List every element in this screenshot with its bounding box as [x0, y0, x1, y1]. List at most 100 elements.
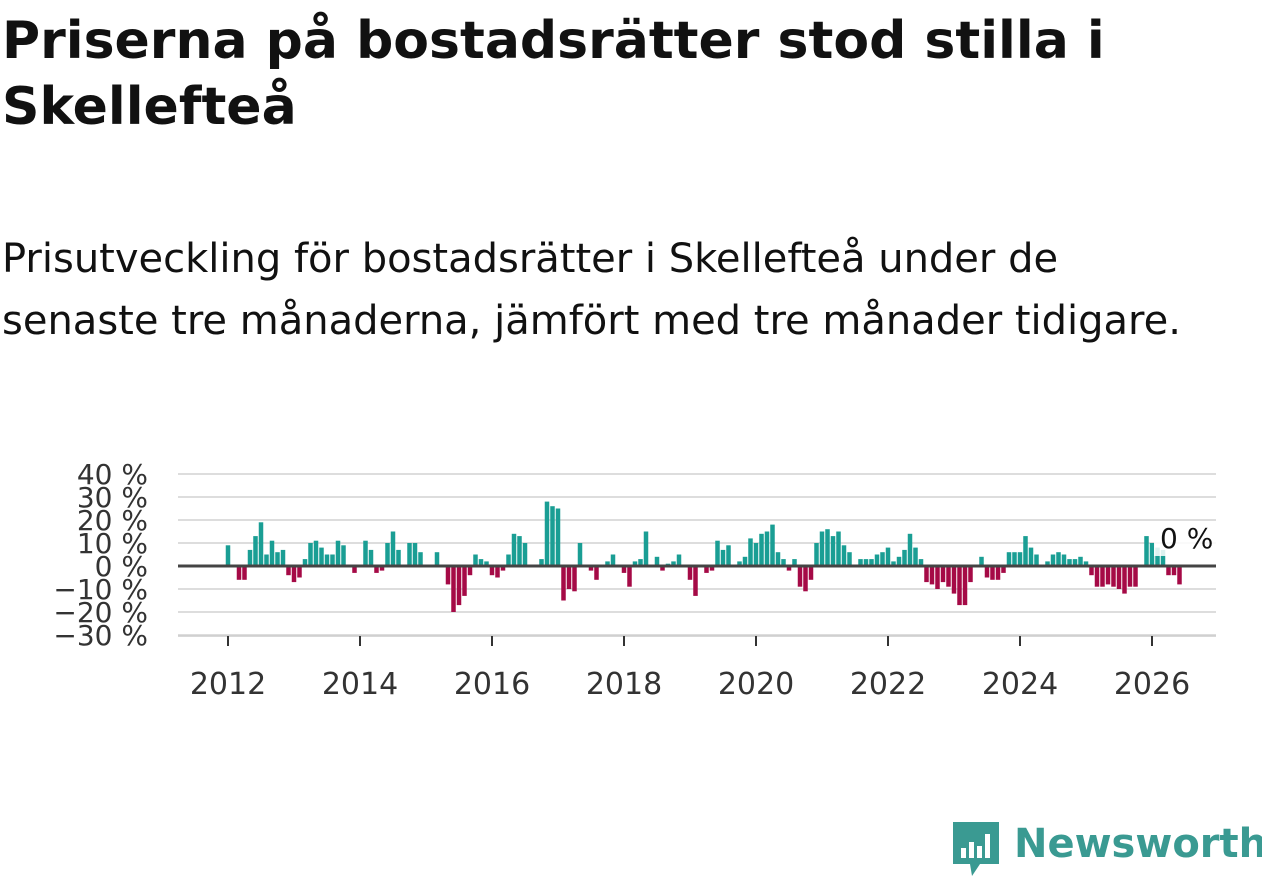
bar	[918, 559, 924, 566]
x-tick-label: 2016	[454, 667, 530, 702]
bar	[643, 531, 649, 566]
bar	[286, 566, 291, 576]
bar	[1155, 547, 1160, 566]
bar	[869, 559, 874, 566]
bar	[269, 540, 275, 566]
x-tick-label: 2020	[718, 667, 794, 702]
bar	[660, 566, 665, 571]
bar	[1006, 552, 1012, 566]
bar	[511, 533, 517, 566]
bar	[803, 566, 808, 592]
bar	[1094, 566, 1100, 587]
bar	[291, 566, 297, 583]
bar	[1061, 554, 1067, 566]
bar	[407, 543, 412, 566]
bar	[451, 566, 456, 612]
bar	[456, 566, 462, 606]
bar	[1078, 556, 1083, 566]
bar	[247, 549, 253, 566]
bar	[577, 543, 583, 566]
bar	[1166, 566, 1171, 576]
x-tick-label: 2014	[322, 667, 398, 702]
bar	[467, 566, 473, 576]
bar	[858, 559, 863, 566]
newsworthy-logo: Newsworthy	[950, 818, 1262, 880]
bar	[1127, 566, 1133, 587]
bar	[924, 566, 929, 583]
x-axis: 2012 2014 2016 2018 2020 2022 2024 2026	[178, 635, 1216, 702]
bar	[522, 543, 528, 566]
annotation: 0 %	[1154, 522, 1222, 556]
bar	[1012, 552, 1017, 566]
bar	[341, 545, 346, 566]
bar	[1100, 566, 1105, 587]
annotation-label: 0 %	[1160, 522, 1213, 555]
bar-chart: −30 %−20 %−10 %0 %10 %20 %30 %40 % 2012 2…	[53, 458, 1222, 702]
bar	[913, 547, 918, 566]
bar	[605, 561, 610, 566]
bar	[1056, 552, 1061, 566]
bar	[319, 547, 324, 566]
bar	[588, 566, 594, 571]
bar	[572, 566, 577, 592]
bar	[896, 556, 902, 566]
bar	[720, 549, 726, 566]
x-tick-label: 2026	[1114, 667, 1190, 702]
bar	[742, 556, 748, 566]
bar	[676, 554, 682, 566]
bar	[1160, 549, 1166, 566]
bar	[610, 554, 616, 566]
y-axis-labels: −30 %−20 %−10 %0 %10 %20 %30 %40 %	[53, 458, 148, 652]
bar	[1083, 561, 1089, 566]
x-tick-label: 2022	[850, 667, 926, 702]
bar	[830, 536, 836, 566]
bar	[500, 566, 506, 571]
bar	[489, 566, 495, 576]
bar	[907, 533, 913, 566]
bar	[1067, 559, 1072, 566]
bar	[753, 543, 759, 566]
bar	[781, 559, 786, 566]
bar	[253, 536, 258, 566]
annotation-background	[1154, 522, 1222, 556]
bar	[759, 533, 764, 566]
bar	[544, 501, 550, 566]
bar	[473, 554, 478, 566]
bar	[764, 531, 770, 566]
bar	[1028, 547, 1034, 566]
bar	[902, 549, 907, 566]
bar	[412, 543, 418, 566]
bar	[1144, 536, 1149, 566]
bar	[1122, 566, 1127, 594]
bar	[1133, 566, 1138, 587]
chart-subtitle: Prisutveckling för bostadsrätter i Skell…	[2, 236, 1181, 344]
bar	[957, 566, 962, 606]
bar	[1111, 566, 1116, 587]
bar	[434, 552, 440, 566]
bar	[258, 522, 264, 566]
brand-name: Newsworthy	[1014, 821, 1262, 867]
bar	[374, 566, 379, 573]
bar	[1149, 543, 1155, 566]
bar	[335, 540, 341, 566]
bar	[704, 566, 709, 573]
bar	[891, 561, 896, 566]
bar	[550, 506, 555, 566]
bar	[539, 559, 544, 566]
y-tick-label: 20 %	[77, 504, 148, 537]
bar	[737, 561, 742, 566]
bar	[847, 552, 852, 566]
bar	[1001, 566, 1006, 573]
bar	[1116, 566, 1122, 589]
bar	[715, 540, 720, 566]
bar	[808, 566, 814, 580]
bar	[594, 566, 599, 580]
bar	[638, 559, 643, 566]
y-tick-label: 30 %	[77, 481, 148, 514]
bar	[368, 549, 374, 566]
bar	[814, 543, 819, 566]
bar	[517, 536, 522, 566]
bar	[709, 566, 715, 571]
bar	[962, 566, 968, 606]
bar	[478, 559, 484, 566]
